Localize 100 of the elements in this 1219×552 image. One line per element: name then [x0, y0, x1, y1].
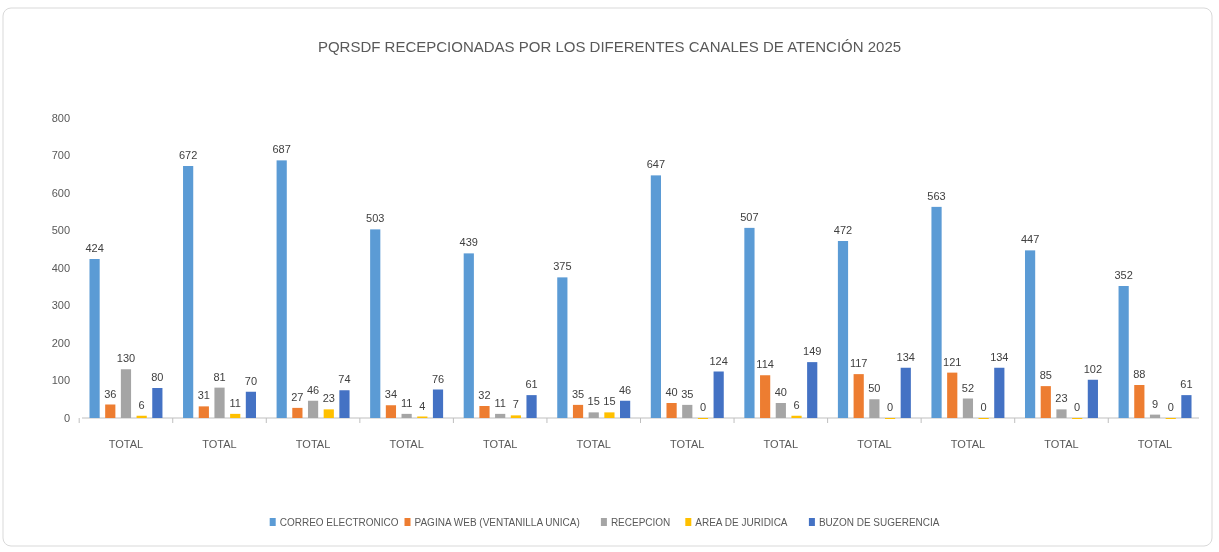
bar: [245, 391, 257, 418]
data-label: 15: [603, 395, 616, 408]
bar: [760, 375, 771, 418]
data-label: 563: [927, 189, 946, 202]
bar: [432, 389, 444, 418]
bar: [775, 403, 786, 418]
data-label: 507: [740, 210, 759, 223]
bar: [1056, 409, 1067, 418]
bar: [1024, 250, 1036, 418]
data-label: 6: [138, 398, 145, 411]
data-label: 149: [803, 345, 822, 358]
x-tick-label: TOTAL: [389, 438, 424, 450]
bar: [214, 387, 225, 418]
bar: [572, 404, 584, 418]
y-tick-label: 700: [51, 149, 70, 162]
data-label: 46: [618, 383, 632, 396]
chart-title: PQRSDF RECEPCIONADAS POR LOS DIFERENTES CANALES DE ATENCIÓN 2025: [317, 38, 902, 55]
data-label: 4: [419, 399, 426, 412]
data-label: 15: [587, 395, 600, 408]
y-tick-label: 400: [51, 261, 70, 274]
x-tick-label: TOTAL: [295, 438, 331, 450]
x-tick-label: TOTAL: [202, 438, 237, 450]
bar: [666, 403, 677, 418]
bar: [230, 413, 241, 418]
data-label: 11: [494, 396, 506, 409]
data-label: 70: [244, 374, 258, 387]
data-label: 35: [681, 387, 694, 400]
data-label: 134: [990, 350, 1009, 363]
data-label: 0: [887, 401, 894, 413]
bar: [1134, 385, 1145, 418]
data-label: 61: [525, 378, 538, 391]
data-label: 27: [291, 390, 304, 403]
bar: [526, 395, 537, 418]
y-tick-label: 300: [51, 299, 70, 312]
bar: [276, 160, 287, 418]
bar: [682, 404, 693, 418]
data-label: 0: [1167, 401, 1174, 413]
y-tick-label: 500: [51, 224, 70, 237]
bar: [994, 367, 1005, 418]
x-tick-label: TOTAL: [576, 438, 611, 450]
data-label: 0: [980, 401, 987, 413]
data-label: 6: [793, 398, 800, 411]
bar: [401, 413, 412, 418]
bar: [495, 413, 506, 418]
data-label: 352: [1114, 269, 1133, 281]
data-label: 647: [646, 158, 666, 171]
data-label: 424: [85, 242, 104, 254]
data-label: 23: [322, 392, 335, 405]
data-label: 31: [197, 389, 210, 402]
data-label: 81: [213, 370, 226, 383]
bar: [183, 166, 194, 418]
legend-label: CORREO ELECTRONICO: [279, 516, 399, 528]
data-label: 0: [1074, 401, 1081, 413]
bar: [837, 241, 849, 418]
bar: [1087, 379, 1098, 418]
data-label: 134: [896, 350, 915, 363]
bar: [1040, 386, 1051, 418]
bar: [105, 404, 116, 418]
data-label: 40: [665, 386, 678, 398]
data-label: 117: [849, 357, 868, 370]
data-label: 114: [756, 358, 774, 371]
bar: [307, 400, 319, 418]
x-tick-label: TOTAL: [1044, 438, 1079, 450]
y-tick-label: 200: [51, 336, 70, 349]
legend-label: PAGINA WEB (VENTANILLA UNICA): [414, 516, 580, 528]
data-label: 130: [116, 352, 136, 365]
data-label: 121: [943, 355, 962, 368]
data-label: 102: [1083, 362, 1103, 375]
x-tick-label: TOTAL: [857, 438, 892, 450]
data-label: 88: [1133, 368, 1146, 380]
bar: [931, 206, 942, 418]
data-label: 36: [104, 387, 117, 400]
data-label: 11: [229, 396, 241, 409]
data-label: 74: [338, 373, 351, 386]
bar: [713, 371, 724, 418]
x-tick-label: TOTAL: [1137, 438, 1173, 450]
data-label: 76: [431, 372, 445, 385]
data-label: 32: [478, 389, 491, 401]
data-label: 61: [1180, 378, 1193, 391]
data-label: 34: [384, 388, 398, 401]
x-tick-label: TOTAL: [763, 438, 799, 450]
bar: [89, 259, 100, 418]
bar: [1118, 286, 1129, 418]
bar: [869, 399, 880, 418]
y-tick-label: 800: [51, 111, 70, 124]
bar: [744, 227, 755, 418]
data-label: 9: [1151, 397, 1159, 410]
legend-label: RECEPCION: [610, 516, 671, 528]
data-label: 50: [868, 382, 881, 395]
bar: [323, 409, 334, 418]
y-tick-label: 100: [51, 374, 70, 387]
bar: [962, 398, 974, 418]
bar: [807, 362, 818, 418]
bar: [339, 390, 350, 418]
legend-label: AREA DE JURIDICA: [695, 516, 788, 528]
bar: [120, 369, 132, 418]
data-label: 0: [699, 401, 707, 413]
bar: [791, 415, 802, 418]
data-label: 447: [1020, 233, 1040, 246]
bar: [385, 405, 397, 418]
